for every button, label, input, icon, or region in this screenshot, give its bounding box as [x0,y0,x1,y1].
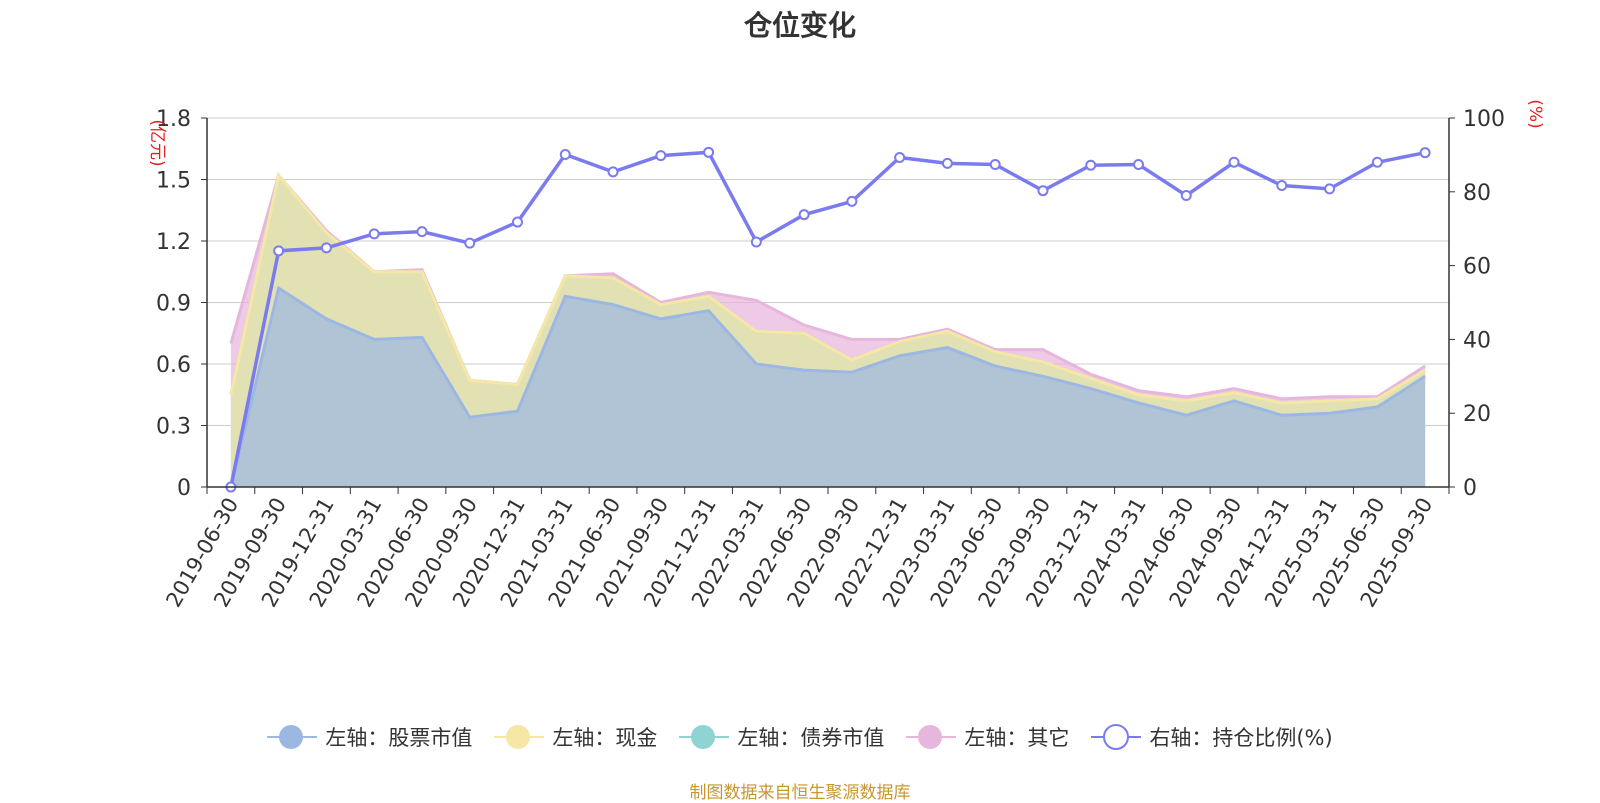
left-tick-label: 0.3 [156,415,191,440]
right-tick-label: 60 [1463,255,1491,280]
ratio-point [464,237,476,249]
ratio-point [1085,159,1097,171]
ratio-point [1037,185,1049,197]
legend-icon-cash [494,723,545,751]
legend-item-ratio[interactable]: 右轴：持仓比例(%) [1091,722,1333,752]
legend-icon-bond [679,723,730,751]
area-0 [230,288,1426,487]
ratio-point [416,226,428,238]
ratio-point [846,195,858,207]
source-footer: 制图数据来自恒生聚源数据库 [689,783,911,803]
ratio-point [1133,158,1144,170]
legend-label-cash: 左轴：现金 [552,726,658,750]
ratio-point [559,149,571,161]
legend-icon-stock [267,723,318,751]
left-tick-label: 1.2 [156,230,191,255]
right-tick-label: 80 [1463,181,1491,206]
ratio-point [1371,156,1383,168]
ratio-point [1228,156,1240,168]
line-layer [225,146,1431,493]
legend-icon-other [906,723,957,751]
area-line-0 [229,285,1426,488]
legend-label-other: 左轴：其它 [964,726,1070,750]
ratio-point [1276,180,1288,192]
legend-label-ratio: 右轴：持仓比例(%) [1149,726,1333,750]
right-tick-label: 20 [1463,402,1491,427]
legend-item-cash[interactable]: 左轴：现金 [494,722,657,752]
legend: 左轴：股票市值 左轴：现金 左轴：债券市值 左轴：其它 右轴：持仓比例(%) [0,722,1600,752]
right-tick-label: 100 [1463,107,1505,132]
ratio-point [798,209,810,221]
legend-label-stock: 左轴：股票市值 [325,726,473,750]
ratio-point [320,242,332,254]
ratio-point [750,236,762,248]
ratio-point [655,150,667,162]
ratio-line [229,150,1426,488]
ratio-point [1180,189,1192,201]
chart-title: 仓位变化 [743,9,856,42]
left-tick-label: 0.6 [156,353,191,378]
left-axis-unit: (亿元) [147,119,167,166]
left-tick-label: 0 [177,476,191,501]
legend-label-bond: 左轴：债券市值 [737,726,885,750]
left-tick-label: 1.8 [156,107,191,132]
ratio-point [1324,183,1336,195]
area-line-1 [229,172,1426,405]
right-tick-label: 0 [1463,476,1477,501]
ratio-point [273,245,285,257]
legend-item-other[interactable]: 左轴：其它 [906,722,1069,752]
left-tick-label: 1.5 [156,169,191,194]
area-layer [229,172,1426,488]
right-tick-label: 40 [1463,328,1491,353]
legend-item-bond[interactable]: 左轴：债券市值 [679,722,884,752]
left-tick-label: 0.9 [156,292,191,317]
right-axis-unit: (%) [1525,99,1545,128]
ratio-point [894,151,906,163]
ratio-point [1419,147,1431,159]
ratio-point [703,146,715,158]
ratio-point [368,228,380,240]
position-chart: 00.30.60.91.21.51.8020406080100(亿元)(%)20… [147,99,1545,611]
ratio-point [607,166,619,178]
ratio-point [989,158,1001,170]
ratio-point [941,157,953,169]
legend-icon-ratio [1091,723,1142,751]
legend-item-stock[interactable]: 左轴：股票市值 [267,722,472,752]
ratio-point [512,216,523,228]
